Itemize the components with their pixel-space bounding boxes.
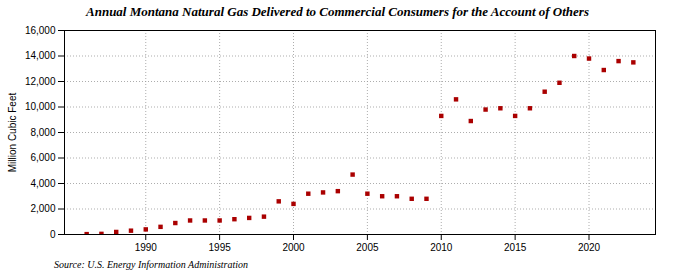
- svg-text:0: 0: [50, 229, 56, 240]
- svg-text:6,000: 6,000: [30, 152, 55, 163]
- svg-text:2015: 2015: [504, 242, 527, 253]
- svg-text:16,000: 16,000: [25, 25, 56, 36]
- svg-text:2010: 2010: [430, 242, 453, 253]
- svg-text:2020: 2020: [578, 242, 601, 253]
- svg-text:14,000: 14,000: [25, 50, 56, 61]
- svg-text:1990: 1990: [135, 242, 158, 253]
- svg-text:2,000: 2,000: [30, 203, 55, 214]
- svg-text:2005: 2005: [356, 242, 379, 253]
- svg-text:1995: 1995: [209, 242, 232, 253]
- svg-text:12,000: 12,000: [25, 76, 56, 87]
- svg-text:8,000: 8,000: [30, 127, 55, 138]
- svg-text:10,000: 10,000: [25, 101, 56, 112]
- html-text:Source: U.S. Energy Informatio: Source: U.S. Energy Information Administ…: [54, 259, 249, 270]
- svg-text:Million Cubic Feet: Million Cubic Feet: [7, 93, 18, 173]
- svg-text:4,000: 4,000: [30, 178, 55, 189]
- svg-text:2000: 2000: [282, 242, 305, 253]
- html-text:Annual Montana Natural Gas Del: Annual Montana Natural Gas Delivered to …: [86, 4, 589, 19]
